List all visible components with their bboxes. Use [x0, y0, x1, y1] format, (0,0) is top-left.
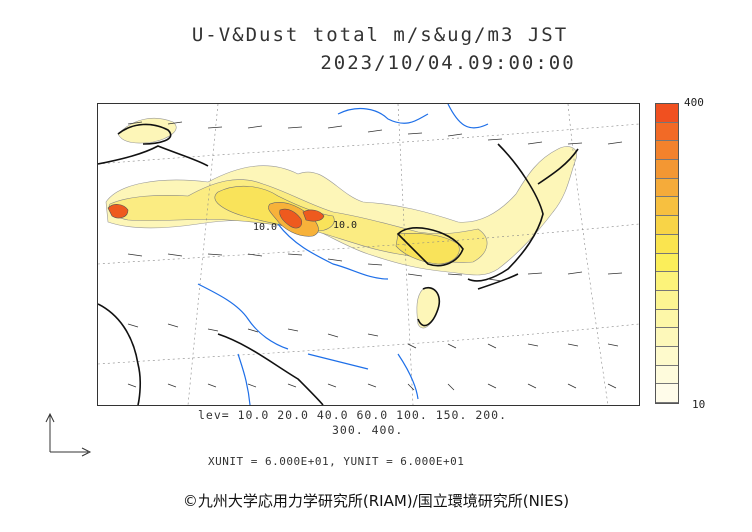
- colorbar-segment: [656, 290, 678, 310]
- contour-levels-line1: lev= 10.0 20.0 40.0 60.0 100. 150. 200.: [198, 408, 508, 422]
- vector-units: XUNIT = 6.000E+01, YUNIT = 6.000E+01: [208, 455, 465, 468]
- color-scale-bar: [655, 103, 679, 404]
- colorbar-segment: [656, 216, 678, 235]
- map-title: U-V&Dust total m/s&ug/m3 JST: [191, 24, 569, 46]
- contour-label: 10.0: [333, 220, 357, 231]
- dust-plume: [105, 118, 577, 329]
- colorbar-segment: [656, 160, 678, 179]
- graticule: [98, 104, 639, 405]
- colorbar-max-label: 400: [684, 96, 704, 109]
- colorbar-min-label: 10: [692, 398, 706, 411]
- contour-levels-line2: 300. 400.: [332, 423, 404, 437]
- dust-area-east: [395, 233, 460, 265]
- dust-area-peak-east: [302, 209, 325, 222]
- wind-vectors: [127, 121, 623, 391]
- colorbar-segment: [656, 234, 678, 254]
- colorbar-segment: [656, 384, 678, 403]
- colorbar-segment: [656, 328, 678, 347]
- rivers: [197, 104, 489, 405]
- dust-area-north: [117, 118, 177, 144]
- reference-vector-axes: [45, 412, 92, 457]
- colorbar-segment: [656, 272, 678, 291]
- map-timestamp: 2023/10/04.09:00:00: [320, 52, 576, 74]
- copyright-notice: ©九州大学応用力学研究所(RIAM)/国立環境研究所(NIES): [182, 492, 570, 510]
- colorbar-segment: [656, 122, 678, 142]
- dust-area-west-peak: [107, 204, 129, 219]
- colorbar-segment: [656, 141, 678, 161]
- colorbar-segment: [656, 309, 678, 329]
- colorbar-segment: [656, 365, 678, 385]
- dust-wind-map: 10.0 10.0: [97, 103, 640, 406]
- dust-area-peak: [279, 208, 303, 229]
- colorbar-segment: [656, 197, 678, 217]
- colorbar-segment: [656, 178, 678, 198]
- colorbar-segment: [656, 253, 678, 273]
- coastlines: [98, 123, 579, 405]
- colorbar-segment: [656, 346, 678, 366]
- colorbar-segment: [656, 104, 678, 123]
- map-canvas: 10.0 10.0: [98, 104, 639, 405]
- contour-label: 10.0: [253, 222, 277, 233]
